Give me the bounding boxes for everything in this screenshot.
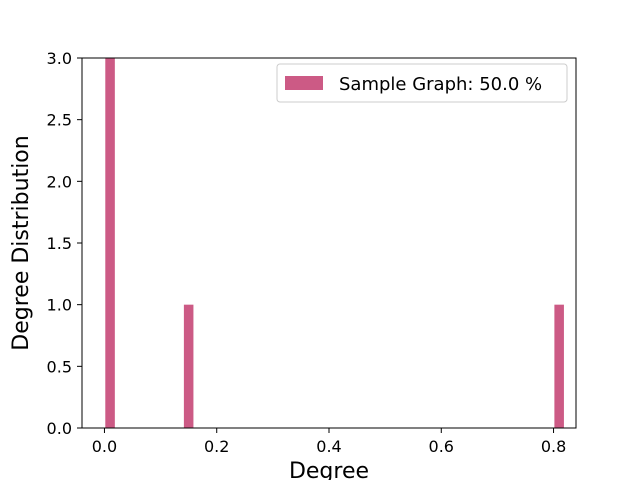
y-tick-label: 3.0 bbox=[47, 49, 72, 68]
legend-label: Sample Graph: 50.0 % bbox=[339, 74, 542, 95]
x-tick-label: 0.6 bbox=[429, 437, 454, 456]
y-tick-label: 1.0 bbox=[47, 296, 72, 315]
legend-box bbox=[276, 63, 568, 103]
bar bbox=[554, 304, 564, 428]
x-tick-label: 0.2 bbox=[204, 437, 229, 456]
legend-swatch bbox=[285, 76, 323, 90]
x-ticks-group: 0.0 0.2 0.4 0.6 0.8 bbox=[92, 428, 566, 456]
y-tick-label: 0.0 bbox=[47, 419, 72, 438]
y-tick-label: 1.5 bbox=[47, 234, 72, 253]
y-tick-label: 2.0 bbox=[47, 172, 72, 191]
x-axis-label: Degree bbox=[289, 459, 369, 480]
bar bbox=[105, 58, 115, 428]
bar bbox=[183, 304, 194, 428]
bars-group bbox=[105, 58, 564, 428]
plot-frame bbox=[81, 57, 577, 429]
x-tick-label: 0.0 bbox=[92, 437, 117, 456]
y-tick-label: 2.5 bbox=[47, 111, 72, 130]
x-tick-label: 0.4 bbox=[316, 437, 341, 456]
y-ticks-group: 0.0 0.5 1.0 1.5 2.0 2.5 3.0 bbox=[47, 49, 82, 438]
legend: Sample Graph: 50.0 % bbox=[276, 63, 568, 103]
y-axis-label: Degree Distribution bbox=[9, 135, 34, 350]
y-tick-label: 0.5 bbox=[47, 357, 72, 376]
x-tick-label: 0.8 bbox=[541, 437, 566, 456]
